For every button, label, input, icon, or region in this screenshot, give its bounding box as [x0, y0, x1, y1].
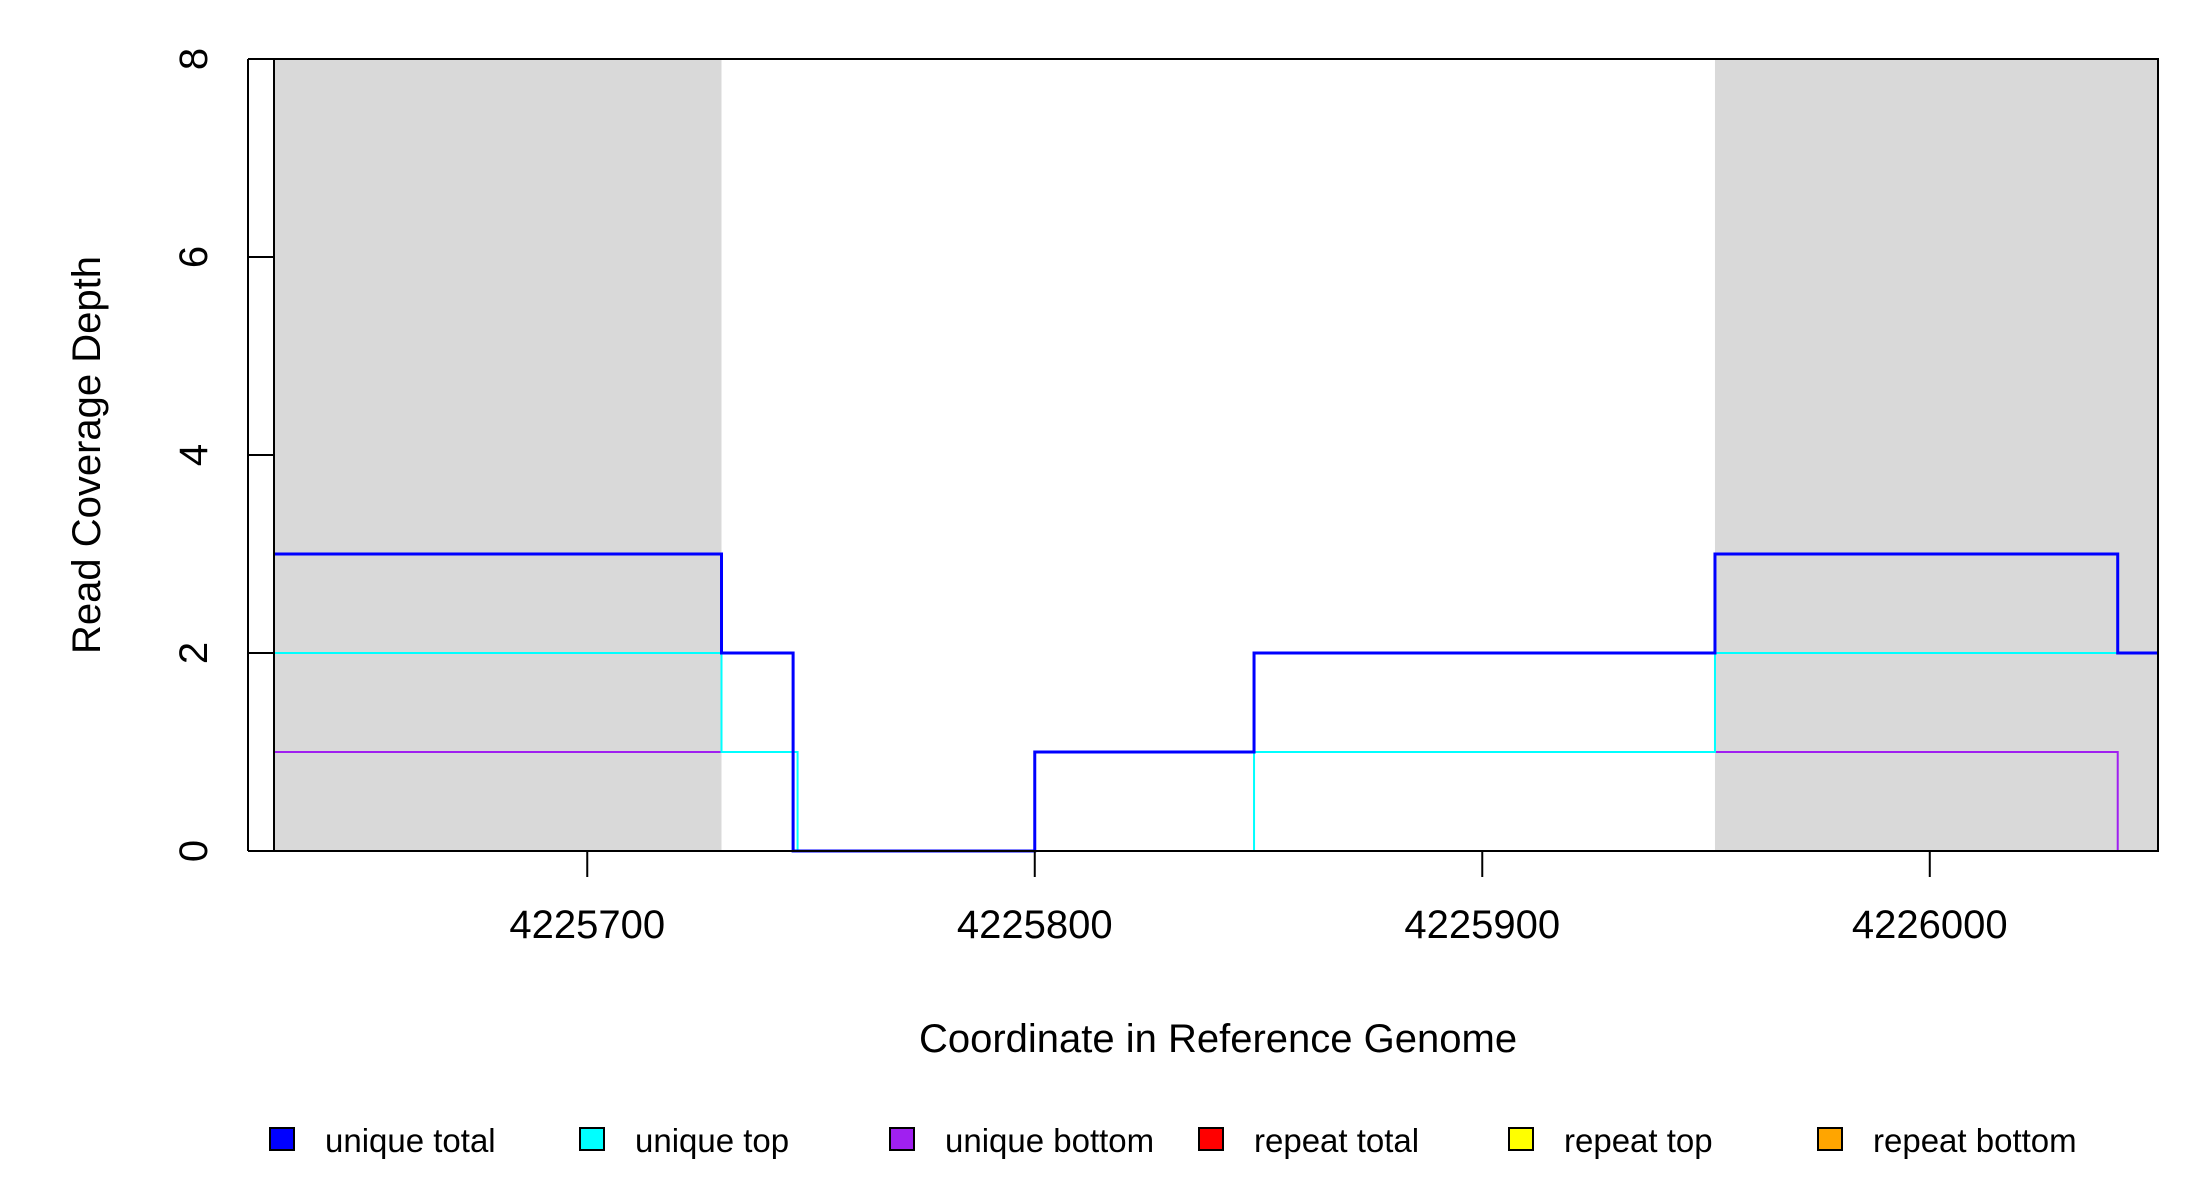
- y-tick-label: 0: [172, 840, 216, 862]
- legend: unique total unique top unique bottom repea…: [269, 1122, 2077, 1159]
- x-tick-label: 4225900: [1404, 903, 1560, 947]
- shaded-region-0: [274, 59, 722, 851]
- x-tick-label: 4226000: [1852, 903, 2008, 947]
- legend-swatch-repeat-bottom: [1817, 1127, 1843, 1151]
- legend-label-repeat-total: repeat total: [1254, 1122, 1419, 1159]
- legend-swatch-repeat-top: [1508, 1127, 1534, 1151]
- shaded-regions: [274, 59, 2158, 851]
- legend-label-unique-bottom: unique bottom: [945, 1122, 1154, 1159]
- legend-label-unique-top: unique top: [635, 1122, 789, 1159]
- y-axis-title: Read Coverage Depth: [65, 256, 109, 654]
- x-axis: 4225700 4225800 4225900 4226000: [509, 850, 2008, 947]
- legend-label-repeat-bottom: repeat bottom: [1873, 1122, 2077, 1159]
- x-axis-title: Coordinate in Reference Genome: [919, 1017, 1517, 1061]
- legend-swatch-unique-total: [269, 1127, 295, 1151]
- legend-label-unique-total: unique total: [325, 1122, 496, 1159]
- y-tick-label: 4: [172, 444, 216, 466]
- x-tick-label: 4225800: [957, 903, 1113, 947]
- legend-swatch-unique-top: [579, 1127, 605, 1151]
- shaded-region-1: [1714, 59, 2158, 851]
- x-tick-label: 4225700: [509, 903, 665, 947]
- y-tick-label: 2: [172, 642, 216, 664]
- legend-label-repeat-top: repeat top: [1564, 1122, 1713, 1159]
- legend-swatch-unique-bottom: [889, 1127, 915, 1151]
- series-line-unique-total: [274, 552, 2158, 853]
- y-axis: 0 2 4 6 8: [172, 48, 274, 862]
- y-tick-label: 8: [172, 48, 216, 70]
- legend-swatch-repeat-total: [1198, 1127, 1224, 1151]
- y-tick-label: 6: [172, 246, 216, 268]
